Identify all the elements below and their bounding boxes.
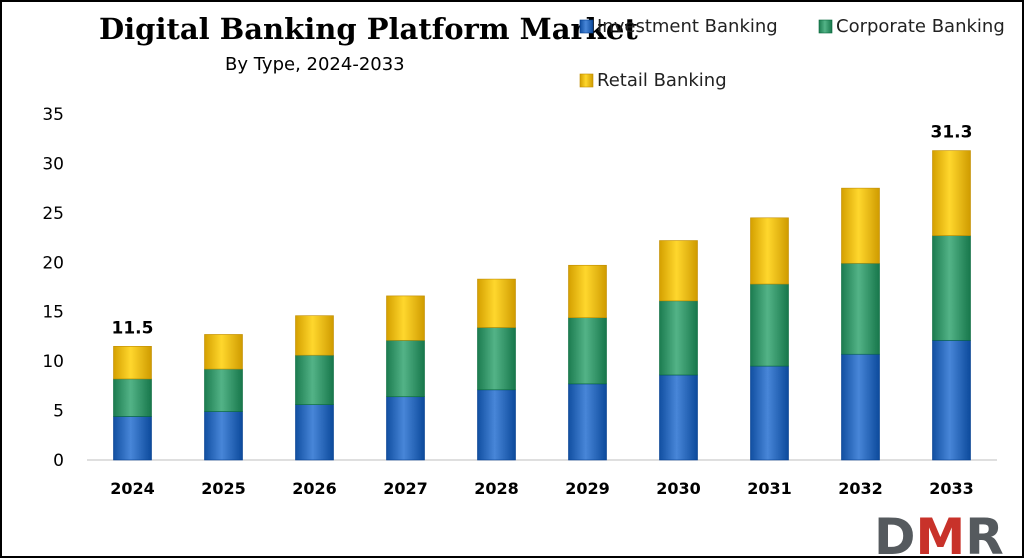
x-tick-label-2024: 2024 [110, 479, 155, 498]
bar-segment-corporate-banking-2033 [932, 235, 971, 341]
legend-swatch-retail-banking [579, 73, 594, 88]
bar-segment-corporate-banking-2031 [750, 283, 789, 367]
bar-segment-investment-banking-2032 [841, 353, 880, 461]
x-tick-label-2025: 2025 [201, 479, 246, 498]
x-tick-label-2026: 2026 [292, 479, 337, 498]
bar-segment-retail-banking-2028 [477, 278, 516, 328]
bar-segment-corporate-banking-2030 [659, 300, 698, 376]
dmr-logo: DMR [874, 508, 1004, 556]
chart-subtitle: By Type, 2024-2033 [225, 54, 405, 75]
legend-swatch-investment-banking [579, 19, 594, 34]
legend: Investment Banking Corporate Banking Retai… [579, 16, 1005, 91]
bar-segment-investment-banking-2028 [477, 389, 516, 461]
bar-segment-retail-banking-2030 [659, 240, 698, 302]
bar-segment-investment-banking-2029 [568, 383, 607, 461]
x-tick-label-2033: 2033 [929, 479, 974, 498]
data-labels: 11.5 31.3 [112, 123, 973, 339]
x-axis: 2024 2025 2026 2027 2028 2029 2030 2031 2032 2033 [110, 479, 974, 498]
bar-segment-investment-banking-2027 [386, 396, 425, 461]
bar-segment-retail-banking-2027 [386, 295, 425, 341]
y-tick-label: 35 [42, 105, 64, 125]
y-tick-label: 10 [42, 352, 64, 372]
legend-swatch-corporate-banking [818, 19, 833, 34]
x-tick-label-2031: 2031 [747, 479, 792, 498]
bar-segment-retail-banking-2024 [113, 346, 152, 380]
y-tick-label: 5 [53, 402, 64, 422]
total-label-2033: 31.3 [931, 123, 973, 143]
bar-segment-corporate-banking-2028 [477, 327, 516, 391]
bar-segment-investment-banking-2031 [750, 365, 789, 461]
chart-title: Digital Banking Platform Market [99, 12, 638, 46]
bar-segment-investment-banking-2033 [932, 340, 971, 461]
y-tick-label: 25 [42, 204, 64, 224]
bar-segment-corporate-banking-2029 [568, 317, 607, 385]
bars [113, 150, 971, 461]
total-label-2024: 11.5 [112, 318, 154, 338]
legend-label-retail-banking: Retail Banking [597, 70, 727, 91]
y-tick-label: 15 [42, 303, 64, 323]
bar-segment-retail-banking-2032 [841, 187, 880, 264]
x-tick-label-2032: 2032 [838, 479, 883, 498]
y-tick-label: 30 [42, 154, 64, 174]
bar-segment-retail-banking-2029 [568, 264, 607, 318]
x-tick-label-2027: 2027 [383, 479, 428, 498]
bar-segment-corporate-banking-2032 [841, 262, 880, 355]
bar-segment-corporate-banking-2025 [204, 368, 243, 412]
bar-segment-retail-banking-2026 [295, 315, 334, 356]
legend-label-corporate-banking: Corporate Banking [836, 16, 1005, 37]
bar-segment-investment-banking-2030 [659, 374, 698, 461]
y-tick-label: 0 [53, 451, 64, 471]
bar-segment-retail-banking-2031 [750, 217, 789, 285]
bar-segment-investment-banking-2025 [204, 411, 243, 461]
bar-segment-corporate-banking-2024 [113, 378, 152, 417]
x-tick-label-2029: 2029 [565, 479, 610, 498]
bar-segment-corporate-banking-2026 [295, 354, 334, 405]
bar-segment-investment-banking-2024 [113, 416, 152, 461]
y-tick-label: 20 [42, 253, 64, 273]
x-tick-label-2028: 2028 [474, 479, 519, 498]
bar-segment-investment-banking-2026 [295, 404, 334, 461]
bar-segment-corporate-banking-2027 [386, 340, 425, 398]
bar-segment-retail-banking-2033 [932, 150, 971, 236]
x-tick-label-2030: 2030 [656, 479, 701, 498]
bar-segment-retail-banking-2025 [204, 334, 243, 370]
legend-label-investment-banking: Investment Banking [597, 16, 778, 37]
logo-wordmark: DMR [874, 508, 1004, 556]
